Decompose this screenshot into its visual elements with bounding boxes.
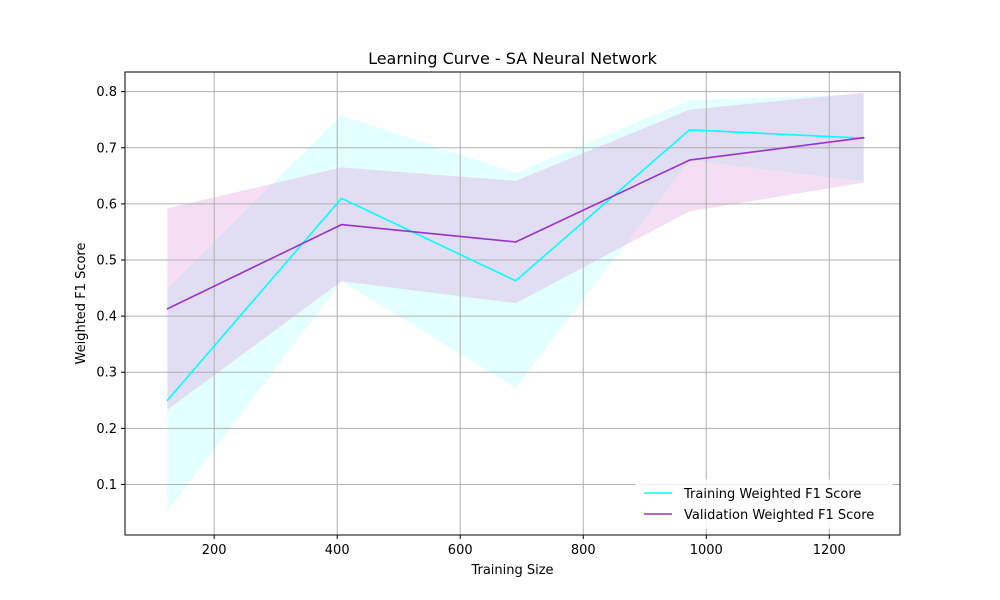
x-tick-label: 400 xyxy=(325,543,350,558)
data-point-training-weighted-f1-score xyxy=(340,197,343,200)
data-point-validation-weighted-f1-score xyxy=(340,223,343,226)
y-tick-label: 0.5 xyxy=(96,254,117,269)
y-axis-label: Weighted F1 Score xyxy=(74,243,89,365)
y-tick-label: 0.2 xyxy=(96,422,117,437)
legend-label-validation: Validation Weighted F1 Score xyxy=(684,508,874,523)
data-point-validation-weighted-f1-score xyxy=(688,159,691,161)
x-axis-label: Training Size xyxy=(470,563,553,578)
y-tick-label: 0.1 xyxy=(96,478,117,493)
data-point-validation-weighted-f1-score xyxy=(514,241,517,243)
axis-ticks: 200 400 600 800 1000 1200 0.1 0.2 0.3 0.4 0.5 0.6 0.… xyxy=(96,85,846,558)
legend-label-training: Training Weighted F1 Score xyxy=(683,487,861,502)
legend-box xyxy=(635,479,893,529)
data-point-validation-weighted-f1-score xyxy=(166,308,169,310)
y-tick-label: 0.6 xyxy=(96,197,117,212)
x-tick-label: 600 xyxy=(448,543,473,558)
data-point-training-weighted-f1-score xyxy=(688,129,691,131)
x-tick-label: 800 xyxy=(571,543,596,558)
data-point-training-weighted-f1-score xyxy=(514,279,517,282)
y-tick-label: 0.4 xyxy=(96,310,117,325)
data-point-validation-weighted-f1-score xyxy=(862,136,865,139)
y-tick-label: 0.7 xyxy=(96,141,117,156)
data-point-training-weighted-f1-score xyxy=(166,399,169,402)
x-tick-label: 200 xyxy=(202,543,227,558)
grid-lines xyxy=(125,72,900,535)
y-tick-label: 0.8 xyxy=(96,85,117,100)
chart-title: Learning Curve - SA Neural Network xyxy=(368,49,658,68)
x-tick-label: 1000 xyxy=(690,543,723,558)
plot-frame xyxy=(124,71,901,536)
legend: Training Weighted F1 Score Validation We… xyxy=(635,479,893,529)
series-lines xyxy=(166,129,865,402)
band-validation-weighted-f1-score xyxy=(167,92,864,410)
x-tick-label: 1200 xyxy=(813,543,846,558)
y-tick-label: 0.3 xyxy=(96,366,117,381)
